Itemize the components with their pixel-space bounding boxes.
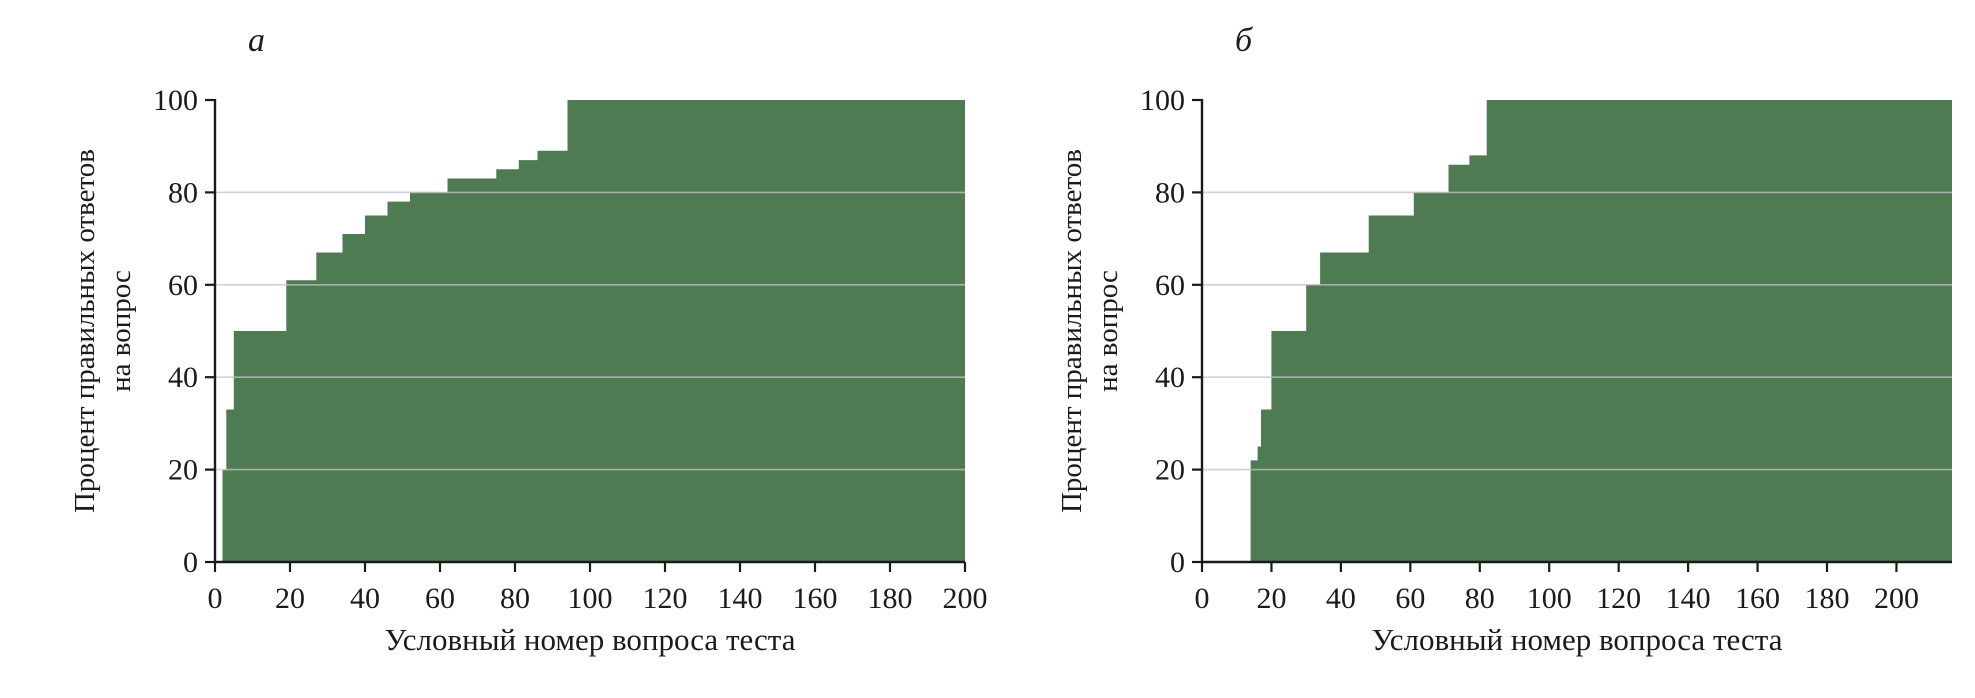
x-tick-label: 20 <box>275 582 305 615</box>
y-tick-label: 60 <box>168 269 198 302</box>
y-tick-label: 100 <box>1140 84 1185 117</box>
x-axis-title: Условный номер вопроса теста <box>1371 622 1783 657</box>
x-tick-label: 100 <box>1527 582 1572 615</box>
x-tick-label: 60 <box>425 582 455 615</box>
x-tick-label: 120 <box>1596 582 1641 615</box>
x-tick-label: 60 <box>1395 582 1425 615</box>
y-tick-label: 40 <box>1155 361 1185 394</box>
x-tick-label: 80 <box>1465 582 1495 615</box>
x-tick-label: 80 <box>500 582 530 615</box>
x-tick-label: 180 <box>868 582 913 615</box>
chart-a-plot: 0 20 40 60 80 100 0 20 40 60 80 100 120 140 160 180 200 <box>153 84 988 615</box>
x-tick-label: 160 <box>793 582 838 615</box>
y-tick-label: 80 <box>168 176 198 209</box>
y-tick-label: 60 <box>1155 269 1185 302</box>
x-tick-label: 180 <box>1805 582 1850 615</box>
y-tick-label: 20 <box>1155 454 1185 487</box>
x-tick-label: 0 <box>208 582 223 615</box>
y-tick-label: 100 <box>153 84 198 117</box>
chart-b-plot: 0 20 40 60 80 100 0 20 40 60 80 100 120 140 160 180 200 <box>1140 84 1952 615</box>
x-tick-label: 100 <box>568 582 613 615</box>
chart-panel-b: б Процент правильных ответов на вопрос 0… <box>987 0 1974 698</box>
y-tick-label: 80 <box>1155 176 1185 209</box>
y-tick-label: 20 <box>168 454 198 487</box>
x-tick-label: 40 <box>1326 582 1356 615</box>
x-tick-label: 0 <box>1195 582 1210 615</box>
x-tick-label: 140 <box>1666 582 1711 615</box>
x-tick-label: 200 <box>943 582 988 615</box>
x-axis-title: Условный номер вопроса теста <box>384 622 796 657</box>
area-series <box>222 100 965 562</box>
panel-label-b: б <box>1235 22 1253 59</box>
y-tick-label: 0 <box>183 546 198 579</box>
x-tick-label: 120 <box>643 582 688 615</box>
panel-label-a: а <box>248 22 265 59</box>
y-tick-label: 40 <box>168 361 198 394</box>
x-tick-label: 40 <box>350 582 380 615</box>
y-tick-label: 0 <box>1170 546 1185 579</box>
x-tick-label: 140 <box>718 582 763 615</box>
chart-panel-a: а Процент правильных ответов на вопрос 0… <box>0 0 987 698</box>
x-tick-label: 160 <box>1735 582 1780 615</box>
x-tick-label: 20 <box>1256 582 1286 615</box>
x-tick-label: 200 <box>1874 582 1919 615</box>
area-series <box>1250 100 1952 562</box>
